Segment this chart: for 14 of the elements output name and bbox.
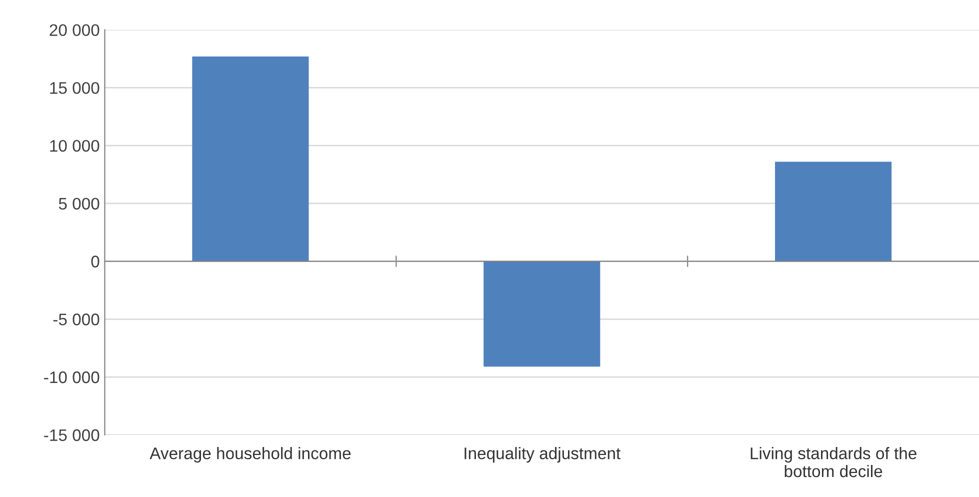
- bar: [192, 56, 309, 262]
- y-tick-label: 15 000: [50, 82, 100, 94]
- y-tick-label: -5 000: [53, 314, 100, 326]
- y-tick-label: -15 000: [44, 429, 100, 442]
- y-tick-label: 0: [91, 256, 100, 268]
- bar: [484, 261, 600, 367]
- y-tick-label: 10 000: [50, 140, 100, 152]
- x-tick-label: Average household income: [150, 447, 351, 463]
- x-tick-label: Living standards of the bottom decile: [750, 447, 916, 478]
- y-tick-label: 20 000: [50, 24, 100, 36]
- y-tick-label: 5 000: [58, 198, 100, 210]
- bar: [775, 162, 892, 262]
- y-tick-label: -10 000: [44, 371, 100, 384]
- x-tick-label: Inequality adjustment: [464, 447, 621, 463]
